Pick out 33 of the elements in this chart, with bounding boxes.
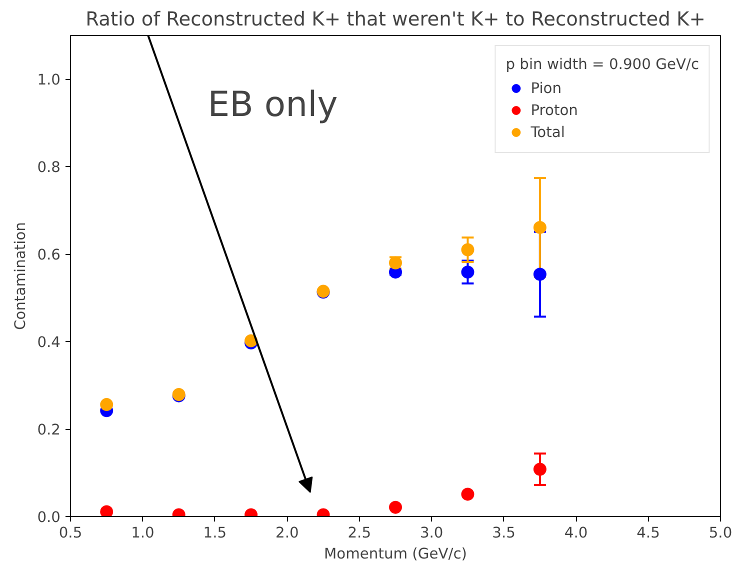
x-tick-label: 1.0 — [131, 524, 154, 542]
x-axis-title: Momentum (GeV/c) — [324, 546, 467, 562]
legend-label: Pion — [530, 80, 562, 96]
annotation: EB only — [208, 85, 338, 126]
point — [533, 220, 546, 234]
y-tick-label: 0.2 — [37, 422, 61, 439]
point — [533, 462, 546, 476]
x-tick-label: 1.5 — [203, 524, 227, 542]
point — [100, 505, 114, 516]
legend-title: p bin width = 0.900 GeV/c — [506, 56, 699, 73]
x-tick-label: 0.5 — [58, 524, 82, 542]
x-tick-label: 2.0 — [276, 524, 299, 542]
y-tick-label: 0.4 — [37, 334, 61, 352]
y-tick-label: 0.0 — [37, 509, 61, 526]
point — [389, 500, 402, 514]
point — [533, 268, 546, 281]
y-axis-title: Contamination — [12, 222, 30, 330]
legend-label: Proton — [530, 102, 578, 118]
x-tick-label: 2.5 — [348, 524, 372, 542]
point — [461, 488, 474, 501]
point — [100, 398, 114, 412]
x-tick-label: 4.5 — [636, 524, 660, 542]
x-tick-label: 3.0 — [420, 524, 444, 542]
y-tick-label: 0.6 — [37, 246, 61, 264]
chart-title: Ratio of Reconstructed K+ that weren't K+ to Reconstructed K+ — [86, 8, 706, 30]
point — [461, 266, 474, 279]
x-tick-label: 5.0 — [708, 524, 732, 542]
x-tick-label: 4.0 — [564, 524, 588, 542]
legend-label: Total — [530, 124, 565, 140]
y-tick-label: 1.0 — [37, 72, 61, 89]
x-tick-label: 3.5 — [492, 524, 516, 542]
point — [461, 243, 474, 256]
y-tick-label: 0.8 — [37, 159, 61, 176]
